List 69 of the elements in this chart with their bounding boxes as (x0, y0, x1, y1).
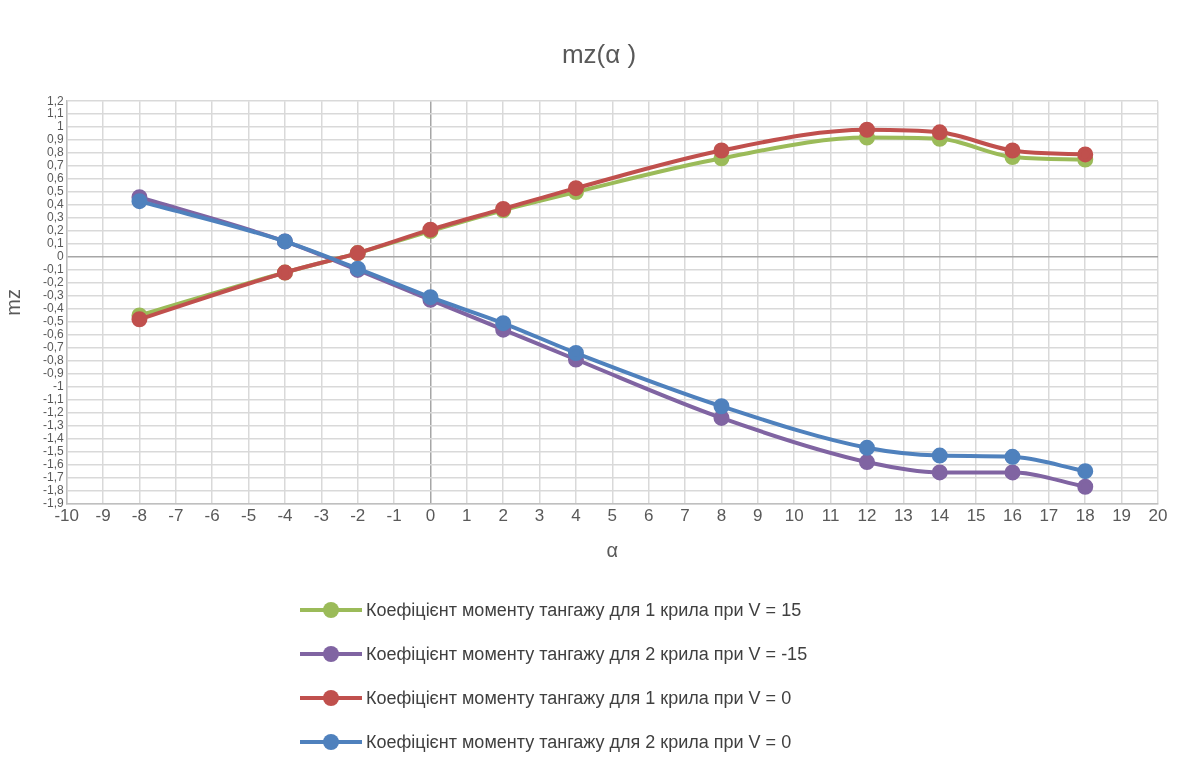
y-tick-label: -1,9 (42, 495, 64, 510)
y-tick-label: 0,5 (46, 184, 64, 199)
y-tick-label: -1,1 (42, 392, 64, 407)
chart-title: mz(α ) (561, 38, 637, 69)
x-tick-label: 5 (607, 506, 618, 526)
y-tick-label: 1,1 (46, 106, 64, 121)
x-tick-label: 3 (534, 506, 545, 526)
y-tick-label: 0,3 (46, 210, 64, 225)
x-tick-label: 0 (425, 506, 436, 526)
y-tick-label: -1,6 (42, 456, 64, 471)
x-tick-label: -5 (241, 506, 257, 526)
y-tick-label: -1 (53, 379, 64, 394)
y-tick-label: -0,4 (42, 301, 64, 316)
y-tick-label: 0,9 (46, 132, 64, 147)
x-tick-label: 6 (643, 506, 654, 526)
y-tick-label: -0,1 (42, 262, 64, 277)
y-tick-label: -0,7 (42, 340, 64, 355)
y-tick-label: -1,8 (42, 482, 64, 497)
y-tick-label: 0,1 (46, 236, 64, 251)
y-axis-title: mz (2, 289, 25, 316)
x-tick-label: 11 (821, 506, 840, 526)
x-axis-title: α (606, 539, 619, 562)
x-tick-label: 14 (930, 506, 950, 526)
y-tick-label: -1,5 (42, 443, 64, 458)
legend-label: Коефіцієнт моменту тангажу для 2 крила при V = -15 (366, 643, 808, 665)
y-tick-label: -1,7 (42, 469, 64, 484)
x-tick-label: 19 (1112, 506, 1132, 526)
x-tick-label: -7 (168, 506, 184, 526)
y-tick-label: 0,7 (46, 158, 64, 173)
y-tick-label: 0,8 (46, 145, 64, 160)
y-tick-label: 1 (56, 119, 64, 134)
x-tick-label: 12 (857, 506, 877, 526)
y-tick-label: -0,2 (42, 275, 64, 290)
y-tick-label: -0,6 (42, 327, 64, 342)
x-tick-label: 16 (1003, 506, 1022, 526)
legend-label: Коефіцієнт моменту тангажу для 1 крила при V = 0 (366, 687, 792, 709)
legend-label: Коефіцієнт моменту тангажу для 1 крила при V = 15 (366, 599, 802, 621)
x-tick-label: 18 (1075, 506, 1095, 526)
legend-label: Коефіцієнт моменту тангажу для 2 крила при V = 0 (366, 731, 792, 753)
y-tick-label: -0,5 (42, 314, 64, 329)
y-tick-label: 0,6 (46, 171, 64, 186)
x-tick-label: 9 (753, 506, 763, 526)
x-tick-label: 8 (716, 506, 727, 526)
x-tick-label: 13 (893, 506, 913, 526)
x-tick-label: 7 (680, 506, 690, 526)
x-tick-label: -4 (277, 506, 293, 526)
x-tick-label: 17 (1039, 506, 1059, 526)
x-tick-label: -6 (204, 506, 220, 526)
x-tick-label: 10 (784, 506, 804, 526)
x-tick-label: 4 (571, 506, 581, 526)
y-tick-label: -0,8 (42, 353, 64, 368)
x-tick-label: -9 (95, 506, 111, 526)
y-tick-label: -0,3 (42, 288, 64, 303)
x-tick-label: -8 (131, 506, 147, 526)
y-tick-label: 1,2 (46, 93, 64, 108)
x-tick-label: -3 (313, 506, 329, 526)
y-tick-label: -1,2 (42, 405, 64, 420)
x-tick-label: 2 (498, 506, 508, 526)
y-tick-label: 0,2 (46, 223, 64, 238)
y-tick-label: 0,4 (46, 197, 64, 212)
x-tick-label: -2 (350, 506, 366, 526)
x-tick-label: 1 (462, 506, 472, 526)
y-tick-label: 0 (56, 249, 64, 264)
y-tick-label: -1,3 (42, 418, 64, 433)
y-tick-label: -0,9 (42, 366, 64, 381)
x-tick-label: 20 (1148, 506, 1168, 526)
y-tick-label: -1,4 (42, 431, 64, 446)
x-tick-label: 15 (966, 506, 986, 526)
x-tick-label: -1 (386, 506, 402, 526)
